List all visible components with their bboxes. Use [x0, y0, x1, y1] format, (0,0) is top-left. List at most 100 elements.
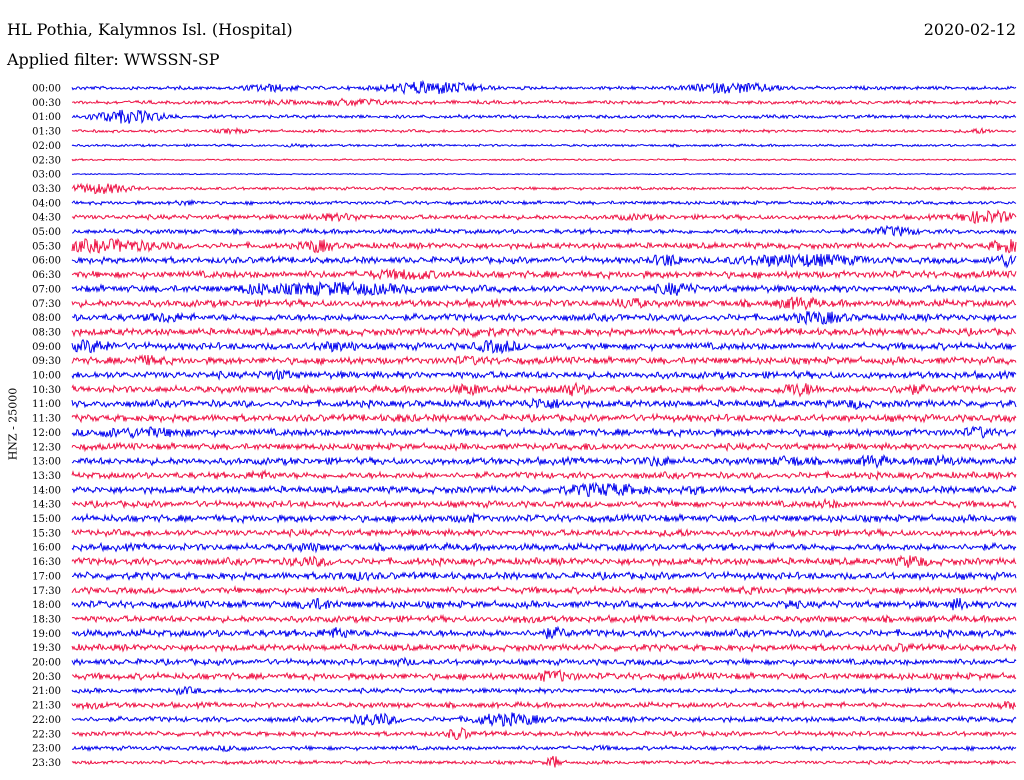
trace-row [71, 669, 1017, 682]
trace-row [71, 209, 1017, 225]
time-label: 23:00 [32, 744, 61, 755]
trace-row [71, 481, 1017, 497]
trace-row [71, 237, 1017, 255]
time-label: 09:00 [32, 342, 61, 353]
trace-row [71, 685, 1017, 697]
time-label: 15:30 [32, 528, 61, 539]
time-label: 20:30 [32, 672, 61, 683]
time-label: 01:30 [32, 127, 61, 138]
trace-row [71, 326, 1017, 339]
trace-row [71, 744, 1017, 753]
trace-row [71, 468, 1017, 482]
time-label: 15:00 [32, 514, 61, 525]
trace-row [71, 412, 1017, 424]
time-label: 04:30 [32, 213, 61, 224]
time-label: 17:00 [32, 571, 61, 582]
time-label: 23:30 [32, 758, 61, 769]
time-label: 22:00 [32, 715, 61, 726]
trace-row [71, 296, 1017, 311]
trace-row [71, 381, 1017, 398]
trace-row [71, 267, 1017, 281]
time-label: 13:00 [32, 457, 61, 468]
time-label: 11:30 [32, 414, 61, 425]
time-label: 07:00 [32, 284, 61, 295]
trace-row [71, 172, 1017, 176]
trace-row [71, 453, 1017, 469]
time-label: 16:00 [32, 543, 61, 554]
seismic-traces [71, 79, 1017, 768]
trace-row [71, 310, 1017, 326]
trace-row [71, 597, 1017, 611]
trace-row [71, 252, 1017, 269]
trace-row [71, 109, 1017, 125]
trace-row [71, 126, 1017, 136]
time-label: 16:30 [32, 557, 61, 568]
trace-row [71, 584, 1017, 596]
time-label: 00:30 [32, 98, 61, 109]
trace-row [71, 700, 1017, 711]
trace-row [71, 613, 1017, 624]
trace-row [71, 554, 1017, 568]
time-label: 03:00 [32, 170, 61, 181]
time-label: 08:30 [32, 327, 61, 338]
trace-row [71, 397, 1017, 410]
time-label: 22:30 [32, 729, 61, 740]
trace-row [71, 625, 1017, 640]
time-label: 06:00 [32, 256, 61, 267]
trace-row [71, 441, 1017, 453]
trace-row [71, 712, 1017, 727]
time-label: 09:30 [32, 356, 61, 367]
time-label: 21:30 [32, 701, 61, 712]
trace-row [71, 656, 1017, 668]
time-label: 05:30 [32, 241, 61, 252]
time-label: 17:30 [32, 586, 61, 597]
time-label: 18:30 [32, 614, 61, 625]
time-label: 01:00 [32, 112, 61, 123]
trace-row [71, 642, 1017, 653]
trace-row [71, 224, 1017, 237]
time-label: 20:00 [32, 658, 61, 669]
station-title: HL Pothia, Kalymnos Isl. (Hospital) [7, 20, 293, 39]
time-label: 13:30 [32, 471, 61, 482]
time-label: 11:00 [32, 399, 61, 410]
trace-row [71, 541, 1017, 554]
time-label: 19:30 [32, 643, 61, 654]
time-label: 00:00 [32, 84, 61, 95]
trace-row [71, 142, 1017, 149]
trace-row [71, 497, 1017, 510]
time-label: 14:00 [32, 485, 61, 496]
trace-row [71, 353, 1017, 367]
time-label: 14:30 [32, 500, 61, 511]
time-label: 12:30 [32, 442, 61, 453]
date-label: 2020-02-12 [923, 20, 1016, 39]
time-label: 08:00 [32, 313, 61, 324]
time-label: 02:00 [32, 141, 61, 152]
trace-row [71, 425, 1017, 440]
time-label: 10:00 [32, 371, 61, 382]
time-label: 07:30 [32, 299, 61, 310]
time-label: 19:00 [32, 629, 61, 640]
time-label: 12:00 [32, 428, 61, 439]
time-label: 03:30 [32, 184, 61, 195]
trace-row [71, 511, 1017, 525]
trace-row [71, 527, 1017, 539]
time-label: 04:00 [32, 198, 61, 209]
trace-row [71, 755, 1017, 768]
filter-label: Applied filter: WWSSN-SP [7, 50, 220, 69]
trace-row [71, 157, 1017, 162]
time-label: 21:00 [32, 686, 61, 697]
time-label: 18:00 [32, 600, 61, 611]
trace-row [71, 338, 1017, 355]
time-label: 10:30 [32, 385, 61, 396]
trace-row [71, 726, 1017, 741]
trace-row [71, 198, 1017, 207]
trace-row [71, 280, 1017, 297]
trace-row [71, 368, 1017, 381]
time-label: 05:00 [32, 227, 61, 238]
trace-row [71, 182, 1017, 195]
time-label: 06:30 [32, 270, 61, 281]
trace-row [71, 97, 1017, 108]
time-label: 02:30 [32, 155, 61, 166]
time-labels: 00:00 00:30 01:00 01:30 02:00 02:30 03:00 03:30… [32, 84, 61, 769]
